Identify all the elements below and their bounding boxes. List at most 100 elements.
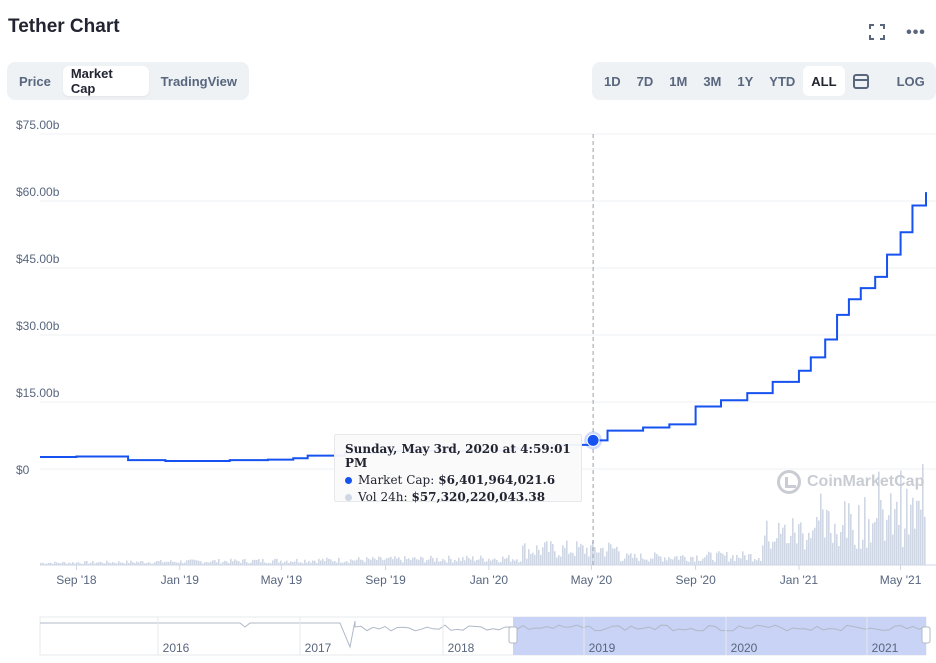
volume-bar: [400, 559, 402, 565]
volume-bar: [248, 563, 250, 565]
volume-bar: [892, 534, 894, 565]
volume-bar: [738, 557, 740, 565]
volume-bar: [228, 563, 230, 565]
volume-bar: [314, 560, 316, 565]
volume-bar: [866, 547, 868, 565]
volume-bar: [686, 560, 688, 565]
volume-bar: [580, 543, 582, 565]
volume-bar: [224, 560, 226, 565]
volume-bar: [272, 560, 274, 565]
volume-bar: [788, 542, 790, 565]
range-1y-button[interactable]: 1Y: [737, 73, 754, 89]
volume-bar: [488, 558, 490, 565]
volume-bar: [574, 556, 576, 565]
volume-bar: [828, 511, 830, 565]
tab-tradingview[interactable]: TradingView: [160, 73, 237, 89]
volume-bar: [180, 560, 182, 565]
volume-bar: [318, 558, 320, 565]
x-tick-label: Sep '19: [365, 573, 406, 587]
chart-title: Tether Chart: [8, 16, 120, 37]
volume-bar: [692, 557, 694, 565]
volume-bar: [920, 509, 922, 565]
x-tick-label: Sep '18: [56, 573, 97, 587]
volume-bar: [256, 560, 258, 565]
volume-bar: [688, 561, 690, 565]
tab-price[interactable]: Price: [19, 73, 51, 89]
volume-bar: [880, 500, 882, 565]
volume-bar: [674, 556, 676, 565]
volume-bar: [882, 509, 884, 565]
range-1d-button[interactable]: 1D: [604, 73, 621, 89]
volume-bar: [720, 552, 722, 565]
volume-bar: [596, 552, 598, 565]
volume-bar: [682, 555, 684, 565]
volume-bar: [632, 557, 634, 565]
time-range-tabs: 1D 7D 1M 3M 1Y YTD ALL LOG: [592, 62, 936, 100]
y-tick-label: $0: [16, 463, 30, 477]
volume-bar: [258, 558, 260, 565]
volume-bar: [68, 562, 70, 565]
volume-bar: [150, 563, 152, 565]
tab-market-cap[interactable]: Market Cap: [62, 66, 149, 96]
volume-bar: [72, 562, 74, 565]
volume-bar: [52, 563, 54, 565]
volume-bar: [770, 548, 772, 565]
volume-bar: [642, 558, 644, 565]
volume-bar: [60, 563, 62, 565]
volume-bar: [428, 559, 430, 565]
volume-bar: [744, 555, 746, 565]
volume-bar: [592, 540, 594, 565]
volume-bar: [368, 558, 370, 565]
expand-icon[interactable]: [867, 24, 887, 42]
volume-bar: [472, 556, 474, 565]
x-tick-label: May '19: [261, 573, 303, 587]
volume-bar: [356, 559, 358, 565]
volume-bar: [204, 562, 206, 565]
volume-bar: [174, 561, 176, 565]
volume-bar: [206, 561, 208, 565]
volume-bar: [268, 562, 270, 565]
volume-bar: [340, 562, 342, 565]
volume-bar: [522, 545, 524, 565]
calendar-button[interactable]: [845, 66, 877, 96]
volume-bar: [42, 562, 44, 565]
volume-bar: [184, 562, 186, 565]
volume-bar: [480, 555, 482, 565]
range-all-button[interactable]: ALL: [803, 66, 845, 96]
range-7d-button[interactable]: 7D: [636, 73, 654, 89]
volume-bar: [890, 493, 892, 565]
navigator-year-label: 2020: [731, 641, 758, 655]
volume-bar: [542, 547, 544, 565]
volume-bar: [598, 552, 600, 565]
volume-bar: [796, 543, 798, 565]
volume-bar: [486, 561, 488, 565]
volume-bar: [604, 556, 606, 565]
range-1m-button[interactable]: 1M: [669, 73, 688, 89]
volume-bar: [626, 553, 628, 565]
market-cap-chart[interactable]: $0 $15.00b $30.00b $45.00b $60.00b $75.00b Se…: [0, 110, 936, 663]
more-options-icon[interactable]: •••: [906, 24, 926, 41]
volume-bar: [78, 562, 80, 565]
volume-bar: [344, 561, 346, 565]
volume-bar: [404, 556, 406, 565]
volume-bar: [358, 557, 360, 565]
tooltip-date: Sunday, May 3rd, 2020 at 4:59:01 PM: [345, 442, 571, 470]
volume-bar: [390, 556, 392, 565]
range-ytd-button[interactable]: YTD: [769, 73, 796, 89]
volume-bar: [450, 558, 452, 565]
log-scale-button[interactable]: LOG: [896, 73, 925, 89]
volume-bar: [414, 557, 416, 565]
volume-bar: [638, 561, 640, 565]
volume-bar: [136, 561, 138, 565]
range-3m-button[interactable]: 3M: [703, 73, 722, 89]
volume-bar: [246, 562, 248, 565]
volume-bar: [424, 562, 426, 565]
volume-bar: [470, 559, 472, 565]
volume-bar: [112, 562, 114, 565]
volume-bar: [870, 542, 872, 565]
volume-bar: [518, 562, 520, 565]
volume-bar: [530, 553, 532, 565]
volume-bar: [476, 559, 478, 565]
volume-bar: [158, 561, 160, 565]
volume-bar: [418, 559, 420, 565]
